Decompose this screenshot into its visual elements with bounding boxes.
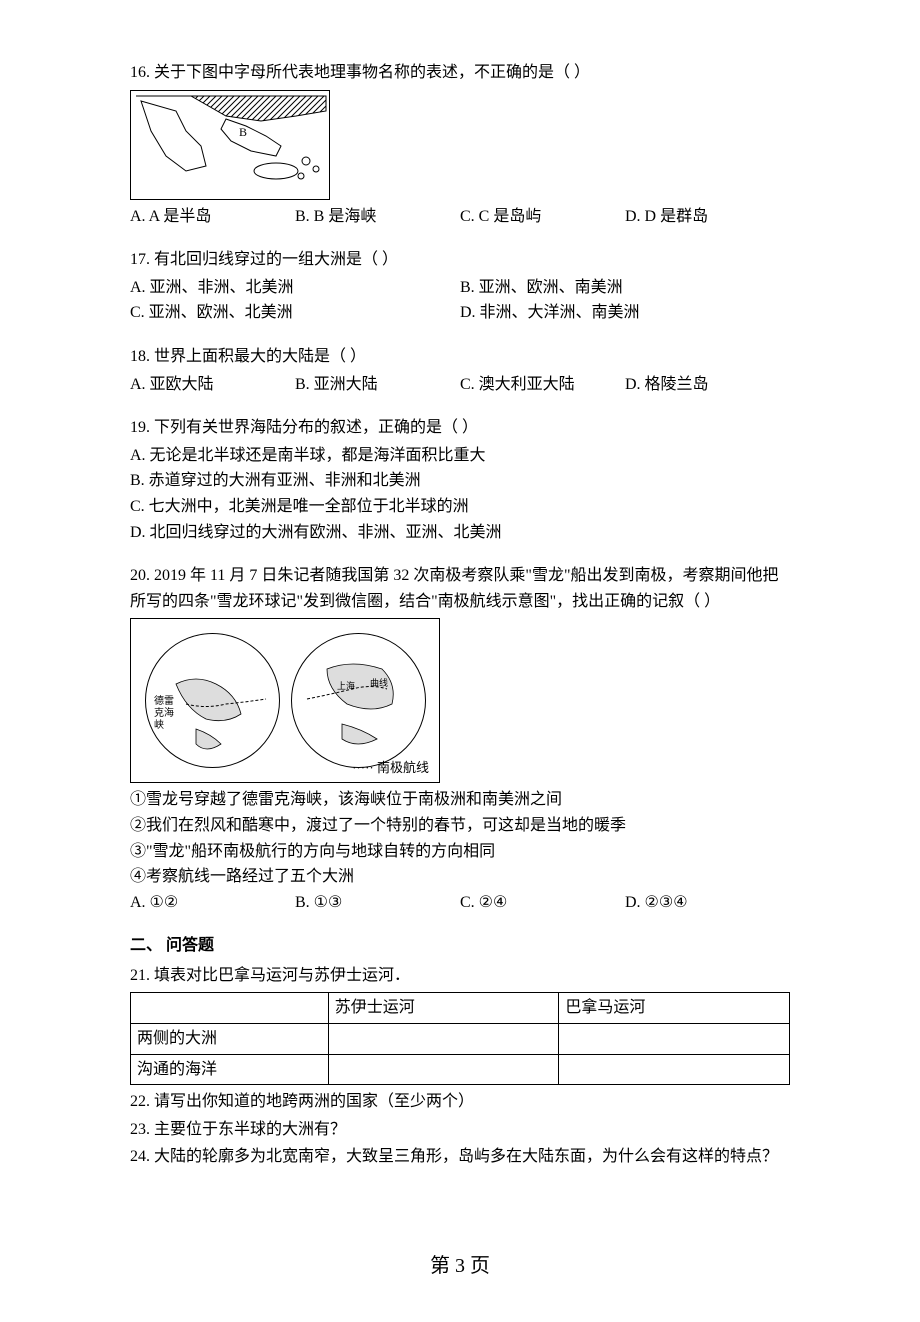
q20-figure-caption: ····· 南极航线 [352, 758, 429, 779]
q18-prompt: 18. 世界上面积最大的大陆是（ ） [130, 344, 790, 370]
question-21: 21. 填表对比巴拿马运河与苏伊士运河． 苏伊士运河 巴拿马运河 两侧的大洲 沟… [130, 963, 790, 1085]
q17-prompt: 17. 有北回归线穿过的一组大洲是（ ） [130, 247, 790, 273]
q16-opt-d: D. D 是群岛 [625, 204, 790, 230]
row2-label: 沟通的海洋 [131, 1054, 329, 1085]
question-19: 19. 下列有关世界海陆分布的叙述，正确的是（ ） A. 无论是北半球还是南半球… [130, 415, 790, 545]
question-18: 18. 世界上面积最大的大陆是（ ） A. 亚欧大陆 B. 亚洲大陆 C. 澳大… [130, 344, 790, 397]
q19-opt-b: B. 赤道穿过的大洲有亚洲、非洲和北美洲 [130, 468, 790, 494]
q19-opt-c: C. 七大洲中，北美洲是唯一全部位于北半球的洲 [130, 494, 790, 520]
caption-text: 南极航线 [377, 760, 429, 775]
page-footer: 第 3 页 [130, 1250, 790, 1282]
q16-opt-a: A. A 是半岛 [130, 204, 295, 230]
q16-prompt: 16. 关于下图中字母所代表地理事物名称的表述，不正确的是（ ） [130, 60, 790, 86]
q20-s4: ④考察航线一路经过了五个大洲 [130, 864, 790, 890]
q16-figure: B [130, 90, 790, 200]
globe-right-svg: 上海 曲线 [292, 634, 427, 769]
globe-left-svg: 德雷 克海 峡 [146, 634, 281, 769]
q17-opt-d: D. 非洲、大洋洲、南美洲 [460, 300, 790, 326]
q19-prompt: 19. 下列有关世界海陆分布的叙述，正确的是（ ） [130, 415, 790, 441]
globe-left: 德雷 克海 峡 [145, 633, 280, 768]
q20-opt-a: A. ①② [130, 890, 295, 916]
q20-statements: ①雪龙号穿越了德雷克海峡，该海峡位于南极洲和南美洲之间 ②我们在烈风和酷寒中，渡… [130, 787, 790, 889]
q18-options: A. 亚欧大陆 B. 亚洲大陆 C. 澳大利亚大陆 D. 格陵兰岛 [130, 372, 790, 398]
row1-label: 两侧的大洲 [131, 1024, 329, 1055]
map-icon: B [131, 91, 329, 199]
question-16: 16. 关于下图中字母所代表地理事物名称的表述，不正确的是（ ） B A. [130, 60, 790, 229]
q21-table: 苏伊士运河 巴拿马运河 两侧的大洲 沟通的海洋 [130, 992, 790, 1085]
q21-prompt: 21. 填表对比巴拿马运河与苏伊士运河． [130, 963, 790, 989]
q17-opt-b: B. 亚洲、欧洲、南美洲 [460, 275, 790, 301]
row1-c2 [559, 1024, 790, 1055]
q17-opt-a: A. 亚洲、非洲、北美洲 [130, 275, 460, 301]
globe-right: 上海 曲线 [291, 633, 426, 768]
q16-opt-b: B. B 是海峡 [295, 204, 460, 230]
row2-c2 [559, 1054, 790, 1085]
q20-map: 德雷 克海 峡 上海 曲线 ····· 南极航线 [130, 618, 440, 783]
q18-opt-b: B. 亚洲大陆 [295, 372, 460, 398]
table-row: 两侧的大洲 [131, 1024, 790, 1055]
q20-s1: ①雪龙号穿越了德雷克海峡，该海峡位于南极洲和南美洲之间 [130, 787, 790, 813]
row2-c1 [328, 1054, 559, 1085]
question-20: 20. 2019 年 11 月 7 日朱记者随我国第 32 次南极考察队乘"雪龙… [130, 563, 790, 915]
question-17: 17. 有北回归线穿过的一组大洲是（ ） A. 亚洲、非洲、北美洲 B. 亚洲、… [130, 247, 790, 326]
table-header-row: 苏伊士运河 巴拿马运河 [131, 993, 790, 1024]
q20-opt-c: C. ②④ [460, 890, 625, 916]
q19-options: A. 无论是北半球还是南半球，都是海洋面积比重大 B. 赤道穿过的大洲有亚洲、非… [130, 443, 790, 545]
q24-prompt: 24. 大陆的轮廓多为北宽南窄，大致呈三角形，岛屿多在大陆东面，为什么会有这样的… [130, 1144, 790, 1170]
q17-options: A. 亚洲、非洲、北美洲 B. 亚洲、欧洲、南美洲 C. 亚洲、欧洲、北美洲 D… [130, 275, 790, 326]
q23-prompt: 23. 主要位于东半球的大洲有？ [130, 1117, 790, 1143]
q20-figure: 德雷 克海 峡 上海 曲线 ····· 南极航线 [130, 618, 790, 783]
th-blank [131, 993, 329, 1024]
svg-text:B: B [239, 125, 247, 139]
q16-opt-c: C. C 是岛屿 [460, 204, 625, 230]
q20-options: A. ①② B. ①③ C. ②④ D. ②③④ [130, 890, 790, 916]
q17-opt-c: C. 亚洲、欧洲、北美洲 [130, 300, 460, 326]
th-panama: 巴拿马运河 [559, 993, 790, 1024]
q22-prompt: 22. 请写出你知道的地跨两洲的国家（至少两个） [130, 1089, 790, 1115]
q20-opt-b: B. ①③ [295, 890, 460, 916]
table-row: 沟通的海洋 [131, 1054, 790, 1085]
row1-c1 [328, 1024, 559, 1055]
q20-prompt: 20. 2019 年 11 月 7 日朱记者随我国第 32 次南极考察队乘"雪龙… [130, 563, 790, 614]
th-suez: 苏伊士运河 [328, 993, 559, 1024]
svg-text:峡: 峡 [154, 718, 164, 731]
section-2-heading: 二、 问答题 [130, 933, 790, 959]
q18-opt-a: A. 亚欧大陆 [130, 372, 295, 398]
q18-opt-d: D. 格陵兰岛 [625, 372, 790, 398]
q18-opt-c: C. 澳大利亚大陆 [460, 372, 625, 398]
caption-dots: ····· [352, 760, 374, 775]
svg-text:克海: 克海 [154, 706, 174, 719]
q19-opt-d: D. 北回归线穿过的大洲有欧洲、非洲、亚洲、北美洲 [130, 520, 790, 546]
q20-s3: ③"雪龙"船环南极航行的方向与地球自转的方向相同 [130, 839, 790, 865]
q16-options: A. A 是半岛 B. B 是海峡 C. C 是岛屿 D. D 是群岛 [130, 204, 790, 230]
svg-text:德雷: 德雷 [154, 694, 174, 707]
q16-map: B [130, 90, 330, 200]
q19-opt-a: A. 无论是北半球还是南半球，都是海洋面积比重大 [130, 443, 790, 469]
q20-s2: ②我们在烈风和酷寒中，渡过了一个特别的春节，可这却是当地的暖季 [130, 813, 790, 839]
q20-opt-d: D. ②③④ [625, 890, 790, 916]
